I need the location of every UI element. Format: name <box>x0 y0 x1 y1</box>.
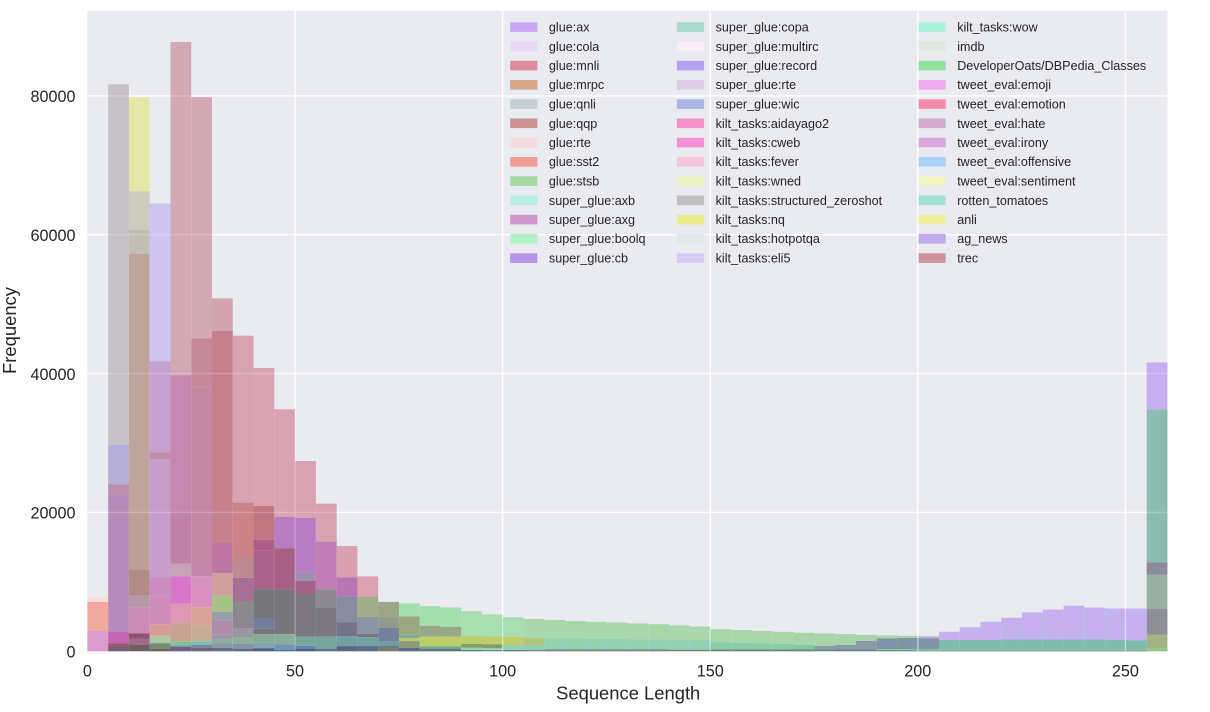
svg-text:tweet_eval:emoji: tweet_eval:emoji <box>957 78 1051 92</box>
svg-text:kilt_tasks:fever: kilt_tasks:fever <box>716 155 799 169</box>
svg-text:kilt_tasks:cweb: kilt_tasks:cweb <box>716 136 801 150</box>
svg-text:imdb: imdb <box>957 40 984 54</box>
svg-text:glue:rte: glue:rte <box>549 136 591 150</box>
svg-text:20000: 20000 <box>30 505 75 523</box>
svg-text:glue:mrpc: glue:mrpc <box>549 78 604 92</box>
svg-text:0: 0 <box>83 663 92 681</box>
svg-text:kilt_tasks:hotpotqa: kilt_tasks:hotpotqa <box>716 232 820 246</box>
svg-text:50: 50 <box>286 663 304 681</box>
svg-text:anli: anli <box>957 213 977 227</box>
svg-text:kilt_tasks:structured_zeroshot: kilt_tasks:structured_zeroshot <box>716 194 883 208</box>
svg-text:super_glue:multirc: super_glue:multirc <box>716 40 819 54</box>
svg-text:DeveloperOats/DBPedia_Classes: DeveloperOats/DBPedia_Classes <box>957 59 1146 73</box>
svg-text:Frequency: Frequency <box>0 286 20 374</box>
svg-text:100: 100 <box>489 663 516 681</box>
svg-text:kilt_tasks:wned: kilt_tasks:wned <box>716 175 801 189</box>
svg-text:kilt_tasks:aidayago2: kilt_tasks:aidayago2 <box>716 117 829 131</box>
svg-text:tweet_eval:sentiment: tweet_eval:sentiment <box>957 175 1076 189</box>
svg-text:40000: 40000 <box>30 366 75 384</box>
svg-text:rotten_tomatoes: rotten_tomatoes <box>957 194 1048 208</box>
svg-text:kilt_tasks:nq: kilt_tasks:nq <box>716 213 785 227</box>
svg-text:glue:qqp: glue:qqp <box>549 117 597 131</box>
svg-text:glue:sst2: glue:sst2 <box>549 155 599 169</box>
svg-text:0: 0 <box>66 644 75 662</box>
svg-text:super_glue:wic: super_glue:wic <box>716 98 800 112</box>
svg-text:super_glue:axg: super_glue:axg <box>549 213 635 227</box>
svg-text:super_glue:axb: super_glue:axb <box>549 194 635 208</box>
svg-text:250: 250 <box>1112 663 1139 681</box>
svg-text:kilt_tasks:wow: kilt_tasks:wow <box>957 21 1038 35</box>
svg-text:tweet_eval:irony: tweet_eval:irony <box>957 136 1049 150</box>
svg-text:Sequence Length: Sequence Length <box>556 682 700 703</box>
svg-text:tweet_eval:hate: tweet_eval:hate <box>957 117 1045 131</box>
svg-text:super_glue:boolq: super_glue:boolq <box>549 232 646 246</box>
svg-text:glue:qnli: glue:qnli <box>549 98 596 112</box>
svg-text:ag_news: ag_news <box>957 232 1007 246</box>
svg-text:tweet_eval:emotion: tweet_eval:emotion <box>957 98 1066 112</box>
svg-text:super_glue:rte: super_glue:rte <box>716 78 797 92</box>
svg-text:tweet_eval:offensive: tweet_eval:offensive <box>957 155 1071 169</box>
svg-text:150: 150 <box>697 663 724 681</box>
svg-text:kilt_tasks:eli5: kilt_tasks:eli5 <box>716 252 791 266</box>
svg-text:super_glue:record: super_glue:record <box>716 59 818 73</box>
svg-text:glue:ax: glue:ax <box>549 21 590 35</box>
svg-text:glue:mnli: glue:mnli <box>549 59 599 73</box>
svg-text:80000: 80000 <box>30 88 75 106</box>
svg-text:60000: 60000 <box>30 227 75 245</box>
svg-text:glue:cola: glue:cola <box>549 40 599 54</box>
svg-text:super_glue:copa: super_glue:copa <box>716 21 809 35</box>
svg-text:super_glue:cb: super_glue:cb <box>549 252 628 266</box>
svg-text:trec: trec <box>957 252 978 266</box>
svg-text:glue:stsb: glue:stsb <box>549 175 599 189</box>
svg-text:200: 200 <box>904 663 931 681</box>
